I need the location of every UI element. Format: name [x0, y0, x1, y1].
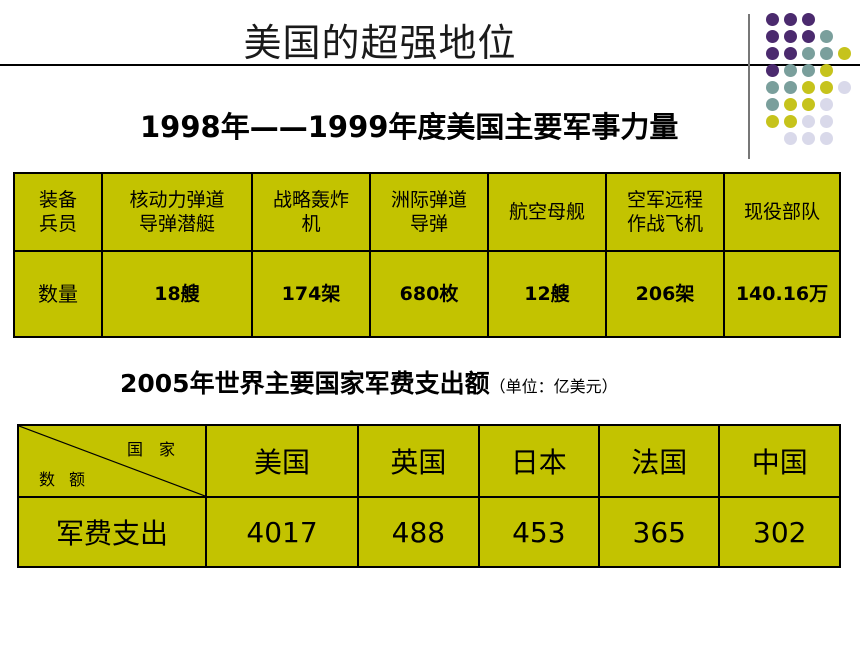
- military-spending-table: 国家 数额 美国 英国 日本 法国 中国 军费支出 4017 488 453 3…: [17, 424, 841, 568]
- decor-dot: [802, 30, 815, 43]
- title-divider: [0, 64, 860, 66]
- decor-dot: [820, 30, 833, 43]
- table-cell: 488: [357, 496, 480, 568]
- decor-dot: [784, 81, 797, 94]
- decor-dot: [802, 132, 815, 145]
- header-label-cell: 装备 兵员: [13, 172, 103, 252]
- row-label: 军费支出: [17, 496, 207, 568]
- decor-dot: [802, 47, 815, 60]
- military-spending-heading: 2005年世界主要国家军费支出额（单位：亿美元）: [120, 364, 618, 400]
- table-cell: 206架: [605, 250, 725, 338]
- column-header: 洲际弹道 导弹: [369, 172, 489, 252]
- decor-dot: [802, 98, 815, 111]
- decor-dot: [784, 30, 797, 43]
- military-strength-heading: 1998年——1999年度美国主要军事力量: [140, 110, 679, 144]
- decor-dot: [766, 64, 779, 77]
- decor-dot: [838, 47, 851, 60]
- column-header-text: 空军远程 作战飞机: [626, 189, 703, 235]
- column-header: 日本: [477, 424, 601, 498]
- decor-dot: [784, 132, 797, 145]
- decor-dot: [820, 115, 833, 128]
- column-header-text: 航空母舰: [508, 201, 585, 223]
- table-cell: 174架: [251, 250, 371, 338]
- unit-note: （单位：亿美元）: [489, 377, 618, 396]
- decor-dot: [766, 98, 779, 111]
- column-header-text: 战略轰炸 机: [272, 189, 349, 235]
- military-strength-table: 装备 兵员 核动力弹道 导弹潜艇 战略轰炸 机 洲际弹道 导弹 航空母舰 空军远…: [13, 172, 841, 338]
- table-cell: 4017: [204, 496, 360, 568]
- diagonal-corner-cell: 国家 数额: [17, 424, 207, 498]
- column-header: 核动力弹道 导弹潜艇: [101, 172, 253, 252]
- decor-dot: [784, 64, 797, 77]
- header-label: 装备 兵员: [38, 189, 77, 235]
- table-cell: 140.16万: [723, 250, 841, 338]
- decor-dot: [820, 64, 833, 77]
- row-label: 数量: [13, 250, 103, 338]
- military-spending-heading-text: 2005年世界主要国家军费支出额: [120, 369, 490, 398]
- corner-top-label: 国家: [126, 440, 191, 459]
- table-cell: 680枚: [369, 250, 489, 338]
- corner-bottom-label: 数额: [39, 470, 100, 489]
- slide-title: 美国的超强地位: [243, 21, 517, 65]
- decor-dot: [820, 132, 833, 145]
- table-row: 军费支出 4017 488 453 365 302: [17, 496, 841, 568]
- vertical-divider: [748, 14, 750, 159]
- column-header-text: 现役部队: [743, 201, 820, 223]
- decor-dot: [802, 81, 815, 94]
- decor-dot: [784, 98, 797, 111]
- decor-dot: [820, 81, 833, 94]
- decor-dot: [766, 81, 779, 94]
- column-header: 英国: [357, 424, 480, 498]
- decor-dot: [802, 115, 815, 128]
- diagonal-line: [19, 426, 205, 496]
- column-header: 中国: [718, 424, 841, 498]
- decor-dot: [766, 115, 779, 128]
- decor-dot: [766, 13, 779, 26]
- decor-dot: [820, 47, 833, 60]
- decor-dot: [766, 47, 779, 60]
- column-header: 战略轰炸 机: [251, 172, 371, 252]
- decor-dot: [766, 30, 779, 43]
- column-header: 航空母舰: [487, 172, 607, 252]
- column-header-text: 核动力弹道 导弹潜艇: [129, 189, 225, 235]
- table-header-row: 国家 数额 美国 英国 日本 法国 中国: [17, 424, 841, 498]
- column-header: 空军远程 作战飞机: [605, 172, 725, 252]
- decor-dot: [820, 98, 833, 111]
- column-header: 美国: [204, 424, 360, 498]
- table-cell: 365: [598, 496, 721, 568]
- decor-dot: [802, 13, 815, 26]
- table-cell: 18艘: [101, 250, 253, 338]
- table-row: 数量 18艘 174架 680枚 12艘 206架 140.16万: [13, 250, 841, 338]
- column-header-text: 洲际弹道 导弹: [390, 189, 467, 235]
- table-cell: 453: [477, 496, 601, 568]
- decor-dot: [784, 47, 797, 60]
- column-header: 现役部队: [723, 172, 841, 252]
- decor-dot: [838, 81, 851, 94]
- column-header: 法国: [598, 424, 721, 498]
- decor-dot: [802, 64, 815, 77]
- decor-dot: [784, 115, 797, 128]
- table-cell: 12艘: [487, 250, 607, 338]
- table-cell: 302: [718, 496, 841, 568]
- decor-dot: [784, 13, 797, 26]
- table-header-row: 装备 兵员 核动力弹道 导弹潜艇 战略轰炸 机 洲际弹道 导弹 航空母舰 空军远…: [13, 172, 841, 252]
